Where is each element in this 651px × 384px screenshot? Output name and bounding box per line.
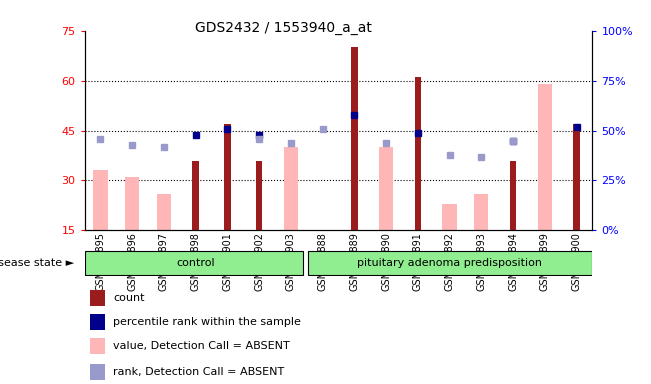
Bar — [90, 338, 105, 354]
Text: rank, Detection Call = ABSENT: rank, Detection Call = ABSENT — [113, 367, 284, 377]
Bar — [510, 161, 516, 230]
Text: percentile rank within the sample: percentile rank within the sample — [113, 317, 301, 327]
Bar — [351, 47, 357, 230]
Bar — [90, 314, 105, 330]
Bar — [125, 177, 139, 230]
Bar — [415, 77, 421, 230]
Bar — [93, 170, 107, 230]
Text: pituitary adenoma predisposition: pituitary adenoma predisposition — [357, 258, 542, 268]
Bar — [157, 194, 171, 230]
Bar — [90, 290, 105, 306]
Bar — [474, 194, 488, 230]
Bar — [538, 84, 552, 230]
Text: GDS2432 / 1553940_a_at: GDS2432 / 1553940_a_at — [195, 21, 372, 35]
Bar — [193, 161, 199, 230]
Bar — [309, 251, 592, 275]
Bar — [85, 251, 303, 275]
Bar — [284, 147, 298, 230]
Bar — [256, 161, 262, 230]
Bar — [90, 364, 105, 380]
Text: control: control — [176, 258, 215, 268]
Text: disease state ►: disease state ► — [0, 258, 74, 268]
Text: value, Detection Call = ABSENT: value, Detection Call = ABSENT — [113, 341, 290, 351]
Bar — [224, 124, 230, 230]
Bar — [379, 147, 393, 230]
Text: count: count — [113, 293, 145, 303]
Bar — [443, 204, 457, 230]
Bar — [574, 124, 580, 230]
